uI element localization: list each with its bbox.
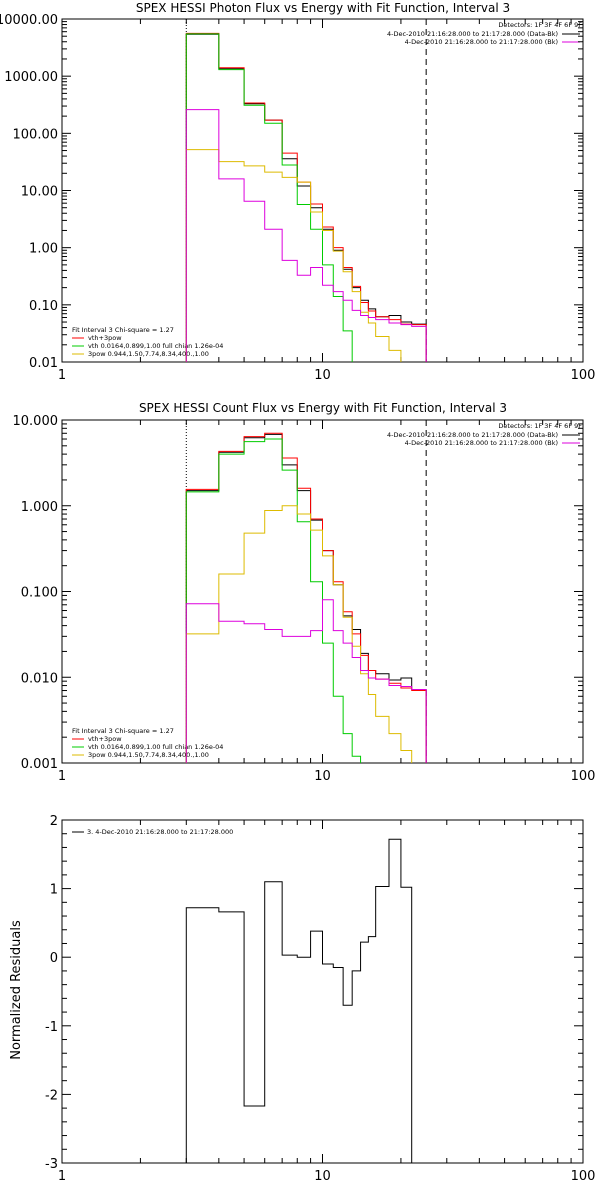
series-group-0 <box>185 32 427 362</box>
y-tick-label-0-0: 10000.00 <box>0 13 58 28</box>
y-tick-label-1-4: 0.001 <box>21 757 58 772</box>
y-tick-label-2-2: 0 <box>50 951 58 966</box>
residuals-y-axis-label: Normalized Residuals <box>9 920 24 1060</box>
photon-legend-top: Detectors: 1F 3F 4F 6F 9F 4-Dec-2010 21:… <box>387 21 582 46</box>
x-tick-label-0-0: 1 <box>58 368 66 383</box>
photon-legend-fit: Fit Interval 3 Chi-square = 1.27 vth+3po… <box>72 326 223 358</box>
count-fit-entry-1: vth 0.0164,0.899,1.00 full chian 1.26e-0… <box>88 743 223 751</box>
count-legend-data-text: 4-Dec-2010 21:16:28.000 to 21:17:28.000 … <box>387 431 558 439</box>
count-legend-fit: Fit Interval 3 Chi-square = 1.27 vth+3po… <box>72 727 223 759</box>
residual-legend-text: 3. 4-Dec-2010 21:16:28.000 to 21:17:28.0… <box>87 828 233 836</box>
series-2-0 <box>185 838 413 1163</box>
photon-detectors-label: Detectors: 1F 3F 4F 6F 9F <box>498 21 582 29</box>
y-tick-label-0-3: 10.00 <box>21 185 58 200</box>
y-tick-label-0-4: 1.00 <box>29 242 58 257</box>
series-1-1 <box>185 432 427 763</box>
count-flux-title: SPEX HESSI Count Flux vs Energy with Fit… <box>139 401 507 415</box>
x-tick-label-2-1: 10 <box>314 1169 331 1184</box>
count-fit-title: Fit Interval 3 Chi-square = 1.27 <box>72 727 174 735</box>
y-tick-label-0-2: 100.00 <box>13 127 59 142</box>
y-tick-label-2-4: -2 <box>45 1088 58 1103</box>
series-group-1 <box>185 432 427 763</box>
y-tick-label-1-3: 0.010 <box>21 671 58 686</box>
y-tick-label-0-5: 0.10 <box>29 299 58 314</box>
series-1-3 <box>185 505 413 763</box>
series-0-4 <box>185 109 427 362</box>
series-group-2 <box>185 838 413 1163</box>
photon-legend-data-text: 4-Dec-2010 21:16:28.000 to 21:17:28.000 … <box>387 30 558 38</box>
plot-panel-0: 1 10 100 10000.00 1000.00 100.00 10.00 1.00 0.10… <box>0 13 596 383</box>
photon-fit-entry-1: vth 0.0164,0.899,1.00 full chian 1.26e-0… <box>88 342 223 350</box>
y-tick-label-2-5: -3 <box>45 1157 58 1172</box>
series-1-2 <box>185 438 362 763</box>
x-tick-label-1-2: 100 <box>571 769 596 784</box>
photon-fit-entry-2: 3pow 0.944,1.50,7.74,8.34,400.,1.00 <box>88 350 209 358</box>
axes-frame-0 <box>61 18 584 363</box>
x-tick-label-1-1: 10 <box>314 769 331 784</box>
y-tick-label-1-1: 1.000 <box>21 500 58 515</box>
photon-legend-bk-text: 4-Dec-2010 21:16:28.000 to 21:17:28.000 … <box>405 38 558 46</box>
y-tick-label-1-2: 0.100 <box>21 586 58 601</box>
axes-frame-2 <box>61 819 584 1164</box>
series-1-0 <box>185 433 427 763</box>
series-0-1 <box>185 32 427 362</box>
y-tick-label-2-3: -1 <box>45 1020 58 1035</box>
series-0-2 <box>185 33 353 362</box>
y-tick-label-2-0: 2 <box>50 814 58 829</box>
x-tick-label-0-2: 100 <box>571 368 596 383</box>
count-fit-entry-2: 3pow 0.944,1.50,7.74,8.34,400.,1.00 <box>88 751 209 759</box>
residual-legend: 3. 4-Dec-2010 21:16:28.000 to 21:17:28.0… <box>72 828 233 836</box>
x-tick-label-2-2: 100 <box>571 1169 596 1184</box>
count-detectors-label: Detectors: 1F 3F 4F 6F 9F <box>498 422 582 430</box>
photon-fit-title: Fit Interval 3 Chi-square = 1.27 <box>72 326 174 334</box>
series-1-4 <box>185 599 427 763</box>
photon-flux-title: SPEX HESSI Photon Flux vs Energy with Fi… <box>136 1 510 15</box>
count-legend-top: Detectors: 1F 3F 4F 6F 9F 4-Dec-2010 21:… <box>387 422 582 447</box>
series-0-3 <box>185 149 402 362</box>
photon-fit-entry-0: vth+3pow <box>88 334 122 342</box>
y-tick-label-0-1: 1000.00 <box>4 70 58 85</box>
count-legend-bk-text: 4-Dec-2010 21:16:28.000 to 21:17:28.000 … <box>405 439 558 447</box>
y-tick-label-2-1: 1 <box>50 883 58 898</box>
x-tick-label-1-0: 1 <box>58 769 66 784</box>
plot-panel-1: 1 10 100 10.000 1.000 0.100 0.010 0.001 <box>13 414 596 784</box>
x-tick-label-2-0: 1 <box>58 1169 66 1184</box>
count-fit-entry-0: vth+3pow <box>88 735 122 743</box>
x-tick-label-0-1: 10 <box>314 368 331 383</box>
y-tick-label-1-0: 10.000 <box>13 414 59 429</box>
y-tick-label-0-6: 0.01 <box>29 356 58 371</box>
series-0-0 <box>185 33 427 362</box>
